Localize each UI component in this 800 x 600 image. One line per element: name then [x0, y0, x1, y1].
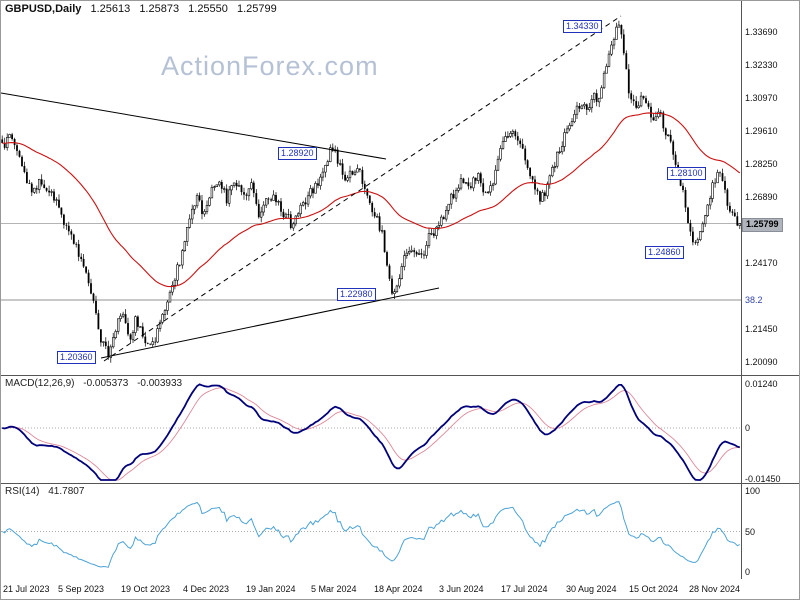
- price-axis-label: 1.32330: [745, 60, 778, 70]
- macd-name: MACD(12,26,9): [5, 378, 75, 389]
- support-trendline: [100, 287, 440, 359]
- time-axis: 21 Jul 2023 5 Sep 2023 19 Oct 2023 4 Dec 20…: [1, 579, 799, 599]
- panel-separator: [1, 483, 799, 484]
- price-flag: 1.24860: [645, 246, 684, 259]
- date-axis-label: 30 Aug 2024: [566, 584, 617, 594]
- macd-axis-label: 0.01240: [745, 379, 778, 389]
- low-value: 1.25550: [188, 3, 228, 15]
- date-axis-label: 17 Jul 2024: [501, 584, 548, 594]
- price-flag: 1.22980: [337, 288, 376, 301]
- rsi-line: [1, 501, 741, 568]
- macd-axis-label: 0: [745, 423, 751, 433]
- price-flag: 1.20360: [57, 351, 96, 364]
- axis-separator: [741, 1, 742, 579]
- rsi-value: 41.7807: [48, 486, 85, 497]
- open-value: 1.25613: [90, 3, 131, 15]
- rsi-name: RSI(14): [5, 486, 40, 497]
- macd-panel: [1, 383, 741, 481]
- rsi-panel: [1, 501, 741, 568]
- price-flag: 1.28920: [278, 147, 317, 160]
- date-axis-label: 19 Jan 2024: [246, 584, 296, 594]
- date-axis-label: 28 Nov 2024: [689, 584, 741, 594]
- resistance-trendline: [1, 92, 387, 160]
- panel-separator: [1, 375, 799, 376]
- macd-signal-line: [2, 387, 740, 481]
- moving-average-line: [2, 112, 741, 288]
- rsi-axis-label: 100: [745, 486, 761, 496]
- macd-signal-value: -0.003933: [137, 378, 183, 389]
- price-axis-label: 1.20090: [745, 357, 778, 367]
- price-flag: 1.34330: [563, 20, 602, 33]
- bear-candles: [1, 25, 739, 358]
- price-axis-label: 1.21450: [745, 324, 778, 334]
- macd-main-line: [2, 383, 741, 481]
- date-axis-label: 19 Oct 2023: [121, 584, 171, 594]
- symbol-timeframe-label: GBPUSD,Daily: [5, 3, 82, 15]
- price-axis: 1.33690 1.32330 1.30970 1.29610 1.28250 1.268…: [742, 1, 799, 599]
- date-axis-label: 18 Apr 2024: [374, 584, 423, 594]
- date-axis-label: 5 Mar 2024: [311, 584, 357, 594]
- macd-axis-label: -0.01450: [745, 474, 781, 484]
- date-axis-label: 5 Sep 2023: [58, 584, 105, 594]
- rising-dashed-trendline: [103, 15, 622, 362]
- price-axis-label: 1.30970: [745, 93, 778, 103]
- price-axis-label: 1.28250: [745, 159, 778, 169]
- main-price-panel: [1, 15, 741, 363]
- rsi-indicator-label: RSI(14) 41.7807: [5, 486, 84, 497]
- date-axis-label: 21 Jul 2023: [3, 584, 50, 594]
- date-axis-label: 15 Oct 2024: [629, 584, 679, 594]
- price-axis-label: 1.26890: [745, 192, 778, 202]
- rsi-axis-label: 0: [745, 567, 751, 577]
- rsi-axis-label: 50: [745, 527, 756, 537]
- high-value: 1.25873: [139, 3, 180, 15]
- price-axis-label: 1.29610: [745, 126, 778, 136]
- date-axis-label: 3 Jun 2024: [439, 584, 484, 594]
- price-axis-label: 1.24170: [745, 258, 778, 268]
- chart-title: GBPUSD,Daily 1.25613 1.25873 1.25550 1.2…: [5, 3, 277, 15]
- macd-indicator-label: MACD(12,26,9) -0.005373 -0.003933: [5, 378, 182, 389]
- close-value: 1.25799: [236, 3, 277, 15]
- watermark: ActionForex.com: [161, 51, 379, 81]
- bull-candles: [6, 24, 741, 358]
- price-flag: 1.28100: [667, 167, 706, 180]
- current-price-tag: 1.25799: [742, 218, 783, 232]
- price-axis-label: 1.33690: [745, 27, 778, 37]
- date-axis-label: 4 Dec 2023: [183, 584, 230, 594]
- fib-382-label: 38.2: [745, 295, 763, 305]
- macd-main-value: -0.005373: [83, 378, 129, 389]
